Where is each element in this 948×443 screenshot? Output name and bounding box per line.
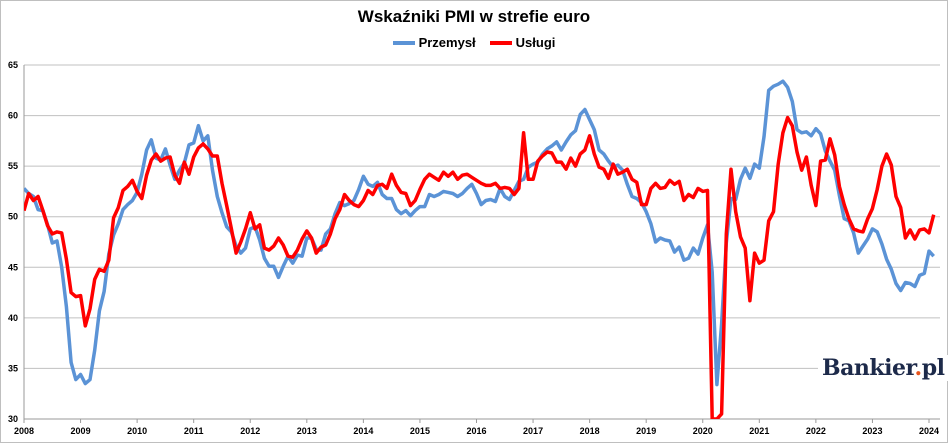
legend-label-uslugi: Usługi [515,35,556,50]
y-tick-label: 60 [8,111,18,121]
y-tick-label: 35 [8,363,18,373]
y-tick-label: 65 [8,60,18,70]
legend-item-uslugi: Usługi [489,35,556,50]
x-tick-label: 2020 [693,426,713,436]
legend-swatch-przemysl [392,40,415,45]
x-tick-label: 2008 [14,426,34,436]
legend-item-przemysl: Przemysł [392,35,476,50]
x-tick-label: 2015 [410,426,430,436]
x-tick-label: 2016 [466,426,486,436]
y-tick-label: 50 [8,212,18,222]
y-tick-label: 45 [8,262,18,272]
legend: Przemysł Usługi [0,35,948,50]
x-tick-label: 2022 [806,426,826,436]
x-tick-label: 2014 [353,426,373,436]
x-tick-label: 2021 [749,426,769,436]
x-tick-label: 2011 [184,426,204,436]
x-tick-label: 2018 [580,426,600,436]
series-line-przemysl [24,79,935,387]
x-tick-label: 2019 [636,426,656,436]
chart-title: Wskaźniki PMI w strefie euro [357,7,591,26]
x-tick-label: 2017 [523,426,543,436]
y-tick-label: 40 [8,313,18,323]
x-tick-label: 2009 [71,426,91,436]
y-tick-label: 55 [8,161,18,171]
logo-brand: Bankier [822,355,915,381]
x-tick-label: 2010 [127,426,147,436]
legend-label-przemysl: Przemysł [418,35,476,50]
x-tick-label: 2024 [919,426,939,436]
logo-dot: . [914,355,923,381]
legend-swatch-uslugi [489,40,512,45]
bankier-logo: Bankier.pl [818,355,948,381]
series-line-uslugi [24,115,936,419]
x-tick-label: 2012 [240,426,260,436]
x-tick-label: 2023 [862,426,882,436]
x-tick-label: 2013 [297,426,317,436]
logo-tld: pl [921,355,945,381]
y-tick-label: 30 [8,414,18,424]
